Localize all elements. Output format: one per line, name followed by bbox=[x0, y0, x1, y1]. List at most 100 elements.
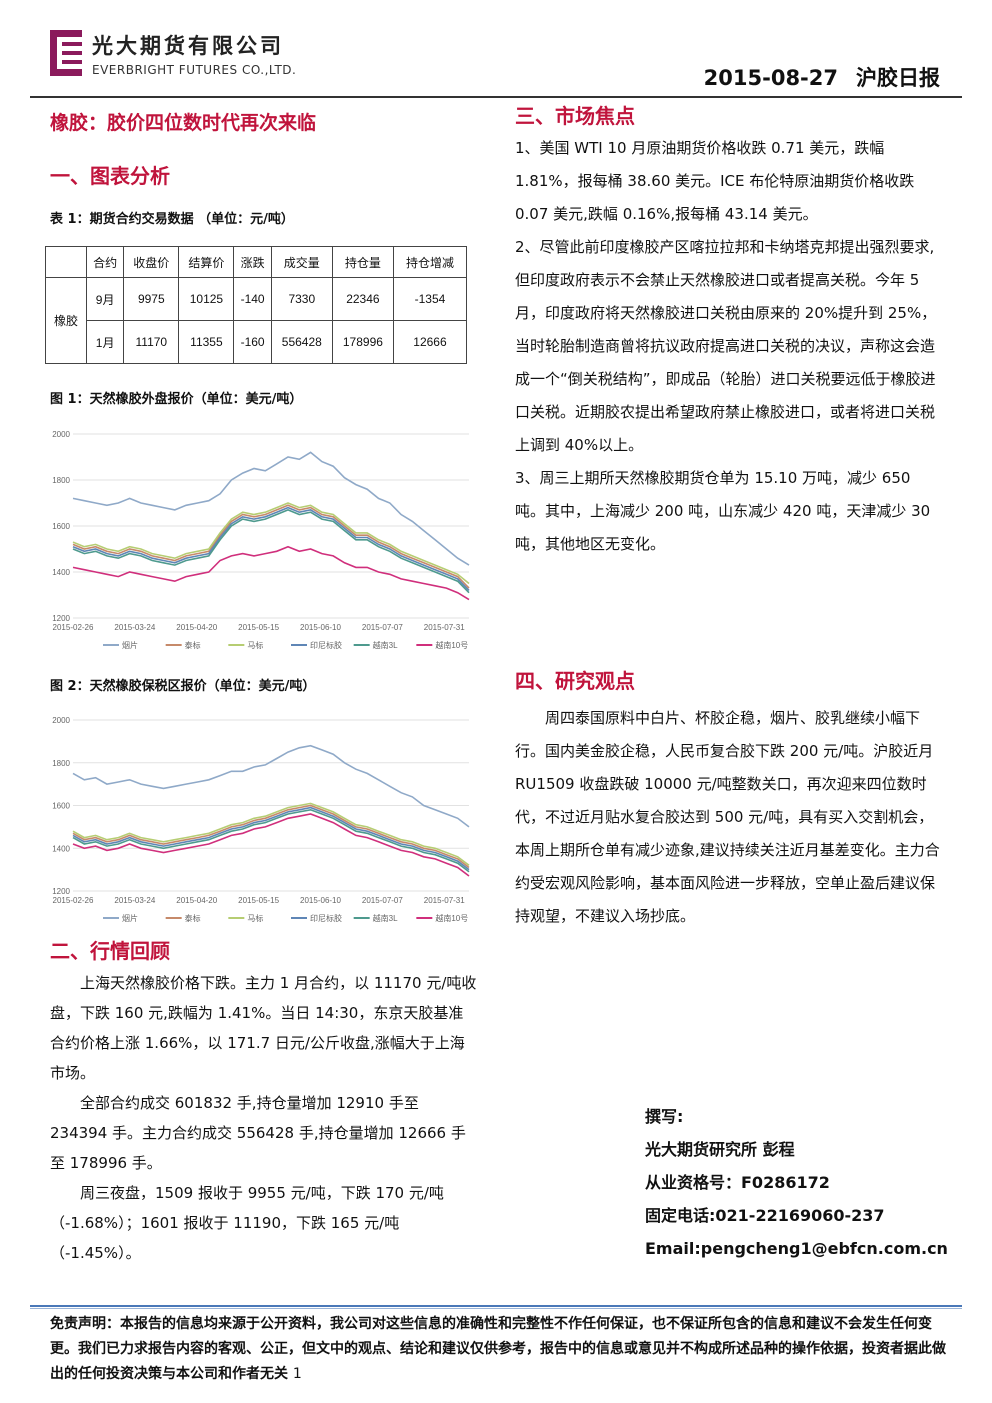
table-cell: 556428 bbox=[270, 320, 333, 364]
table-cell: 7330 bbox=[270, 277, 333, 321]
series-line bbox=[72, 813, 470, 877]
figure1-chart: 2000 1800 1600 1400 1200 2015-02-26 2015-03-24… bbox=[45, 422, 475, 660]
section3-body: 1、美国 WTI 10 月原油期货价格收跌 0.71 美元，跌幅 1.81%，报… bbox=[515, 132, 945, 561]
author-label: 撰写: bbox=[645, 1107, 684, 1126]
author-name: 光大期货研究所 彭程 bbox=[645, 1140, 795, 1159]
author-phone: 固定电话:021-22169060-237 bbox=[645, 1206, 885, 1225]
table-cell: -1354 bbox=[392, 277, 468, 321]
y-tick-label: 1400 bbox=[52, 568, 70, 577]
table-cell: 22346 bbox=[331, 277, 394, 321]
section2-body: 上海天然橡胶价格下跌。主力 1 月合约，以 11170 元/吨收盘，下跌 160… bbox=[50, 968, 478, 1268]
table-caption: 表 1：期货合约交易数据 （单位：元/吨） bbox=[50, 212, 294, 227]
x-tick-label: 2015-07-07 bbox=[362, 623, 403, 632]
footer-divider bbox=[30, 1305, 962, 1307]
table-cell: 11355 bbox=[178, 320, 235, 364]
table-cell: 12666 bbox=[392, 320, 468, 364]
series-line bbox=[72, 502, 470, 585]
section3-paragraph: 3、周三上期所天然橡胶期货仓单为 15.10 万吨，减少 650 吨。其中，上海… bbox=[515, 469, 931, 553]
legend-label: 泰标 bbox=[185, 640, 201, 650]
section2-paragraph: 上海天然橡胶价格下跌。主力 1 月合约，以 11170 元/吨收盘，下跌 160… bbox=[50, 974, 477, 1082]
table-cell: 10125 bbox=[178, 277, 235, 321]
table-cell: 9月 bbox=[85, 277, 125, 321]
disclaimer: 免责声明：本报告的信息均来源于公开资料，我公司对这些信息的准确性和完整性不作任何… bbox=[50, 1312, 946, 1387]
x-tick-label: 2015-05-15 bbox=[238, 896, 279, 905]
x-tick-label: 2015-02-26 bbox=[53, 623, 94, 632]
table-cell: -140 bbox=[233, 277, 272, 321]
company-name-en: EVERBRIGHT FUTURES CO.,LTD. bbox=[92, 63, 297, 77]
x-tick-label: 2015-06-10 bbox=[300, 623, 341, 632]
legend-label: 越南10号 bbox=[435, 913, 468, 923]
table-corner-cell bbox=[45, 246, 87, 278]
section4-heading: 四、研究观点 bbox=[515, 669, 635, 693]
x-tick-label: 2015-07-31 bbox=[424, 896, 465, 905]
series-line bbox=[72, 744, 470, 828]
y-tick-label: 2000 bbox=[52, 716, 70, 725]
y-tick-label: 1200 bbox=[52, 614, 70, 623]
section3-paragraph: 1、美国 WTI 10 月原油期货价格收跌 0.71 美元，跌幅 1.81%，报… bbox=[515, 139, 915, 223]
table-header-cell: 成交量 bbox=[270, 246, 333, 278]
series-line bbox=[72, 802, 470, 866]
figure2-chart: 2000 1800 1600 1400 1200 2015-02-26 2015-03-24… bbox=[45, 708, 475, 933]
legend-label: 越南3L bbox=[373, 913, 398, 923]
author-block: 撰写: 光大期货研究所 彭程 从业资格号：F0286172 固定电话:021-2… bbox=[645, 1100, 948, 1265]
series-line bbox=[72, 504, 470, 589]
table-cell: -160 bbox=[233, 320, 272, 364]
legend-label: 印尼标胶 bbox=[310, 640, 342, 650]
figure2-caption: 图 2：天然橡胶保税区报价（单位：美元/吨） bbox=[50, 679, 316, 694]
series-line bbox=[72, 806, 470, 871]
x-tick-label: 2015-07-31 bbox=[424, 623, 465, 632]
legend-label: 烟片 bbox=[122, 913, 138, 923]
series-line bbox=[72, 509, 470, 594]
table-cell: 178996 bbox=[331, 320, 394, 364]
x-tick-label: 2015-03-24 bbox=[114, 896, 155, 905]
author-license: 从业资格号：F0286172 bbox=[645, 1173, 830, 1192]
footer-divider-thin bbox=[30, 1308, 962, 1309]
series-line bbox=[72, 804, 470, 869]
section2-paragraph: 周三夜盘，1509 报收于 9955 元/吨，下跌 170 元/吨（-1.68%… bbox=[50, 1184, 444, 1262]
table-header-cell: 收盘价 bbox=[123, 246, 180, 278]
table-header-cell: 持仓增减 bbox=[392, 246, 468, 278]
table-header-row: 合约 收盘价 结算价 涨跌 成交量 持仓量 持仓增减 bbox=[45, 246, 468, 278]
section2-paragraph: 全部合约成交 601832 手,持仓量增加 12910 手至 234394 手。… bbox=[50, 1094, 466, 1172]
x-tick-label: 2015-02-26 bbox=[53, 896, 94, 905]
table-cell: 11170 bbox=[123, 320, 180, 364]
table-row: 1月 11170 11355 -160 556428 178996 12666 bbox=[46, 320, 468, 364]
table-row-label: 橡胶 bbox=[45, 277, 87, 364]
table-header-cell: 合约 bbox=[85, 246, 125, 278]
series-line bbox=[72, 545, 470, 601]
report-header: 2015-08-27 沪胶日报 bbox=[704, 62, 940, 92]
y-tick-label: 1600 bbox=[52, 802, 70, 811]
company-name-cn: 光大期货有限公司 bbox=[92, 34, 284, 58]
legend-label: 烟片 bbox=[122, 640, 138, 650]
legend-label: 泰标 bbox=[185, 913, 201, 923]
table-header-cell: 结算价 bbox=[178, 246, 235, 278]
report-date: 2015-08-27 bbox=[703, 66, 838, 90]
legend-label: 越南10号 bbox=[435, 640, 468, 650]
x-tick-label: 2015-07-07 bbox=[362, 896, 403, 905]
section4-paragraph: 周四泰国原料中白片、杯胶企稳，烟片、胶乳继续小幅下行。国内美金胶企稳，人民币复合… bbox=[515, 709, 940, 925]
section3-heading: 三、市场焦点 bbox=[515, 104, 635, 128]
page-number: 1 bbox=[292, 1366, 302, 1382]
series-line bbox=[72, 506, 470, 591]
table-cell: 1月 bbox=[85, 320, 125, 364]
x-tick-label: 2015-03-24 bbox=[114, 623, 155, 632]
legend-label: 马标 bbox=[247, 640, 263, 650]
series-line bbox=[72, 808, 470, 873]
main-title: 橡胶：胶价四位数时代再次来临 bbox=[50, 112, 317, 134]
table-header-cell: 持仓量 bbox=[331, 246, 394, 278]
x-tick-label: 2015-06-10 bbox=[300, 896, 341, 905]
x-tick-label: 2015-04-20 bbox=[176, 896, 217, 905]
series-line bbox=[72, 451, 470, 566]
section4-body: 周四泰国原料中白片、杯胶企稳，烟片、胶乳继续小幅下行。国内美金胶企稳，人民币复合… bbox=[515, 702, 945, 933]
futures-table: 合约 收盘价 结算价 涨跌 成交量 持仓量 持仓增减 橡胶 9月 9975 10… bbox=[45, 246, 468, 364]
y-tick-label: 1400 bbox=[52, 844, 70, 853]
y-tick-label: 2000 bbox=[52, 430, 70, 439]
y-tick-label: 1800 bbox=[52, 759, 70, 768]
table-cell: 9975 bbox=[123, 277, 180, 321]
legend-label: 越南3L bbox=[373, 640, 398, 650]
disclaimer-text: 免责声明：本报告的信息均来源于公开资料，我公司对这些信息的准确性和完整性不作任何… bbox=[50, 1316, 946, 1382]
author-email: Email:pengcheng1@ebfcn.com.cn bbox=[645, 1239, 948, 1258]
x-tick-label: 2015-04-20 bbox=[176, 623, 217, 632]
company-logo-icon bbox=[50, 30, 82, 76]
